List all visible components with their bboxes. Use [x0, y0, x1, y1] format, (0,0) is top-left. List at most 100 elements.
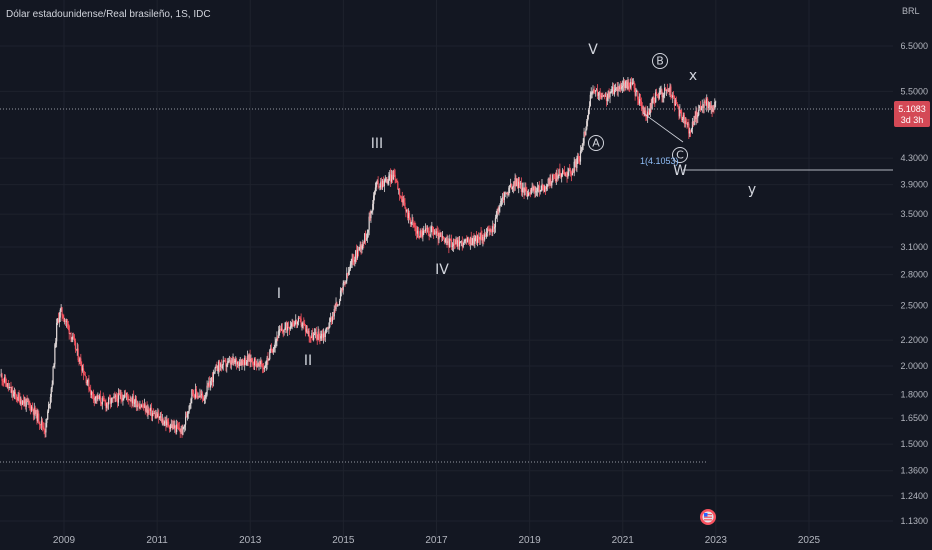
price-axis[interactable]: 6.5000 5.5000 4.3000 3.9000 3.5000 3.1000 2.80…	[900, 41, 928, 526]
candle-body	[535, 191, 537, 193]
candle-body	[390, 174, 392, 182]
wave-label-V: V	[588, 42, 598, 58]
candle-body	[50, 388, 52, 397]
candle-body	[79, 358, 81, 362]
candle-body	[6, 383, 9, 387]
candle-body	[92, 393, 94, 398]
candle-body	[262, 366, 264, 368]
candle-body	[613, 89, 616, 95]
candle-body	[589, 94, 591, 106]
candle-body	[197, 396, 199, 398]
candle-body	[695, 111, 697, 120]
candle-body	[361, 246, 363, 249]
candle-body	[53, 364, 55, 368]
candle-body	[588, 105, 591, 109]
candle-body	[346, 273, 348, 281]
candle-body	[624, 82, 626, 88]
candle-body	[122, 398, 124, 401]
candle-body	[623, 81, 625, 88]
candle-body	[262, 367, 265, 370]
candle-body	[680, 109, 682, 113]
candle-body	[349, 264, 351, 270]
candle-body	[715, 101, 717, 103]
candle-body	[440, 235, 442, 237]
candle-body	[78, 360, 80, 362]
candle-body	[26, 398, 28, 402]
candle-body	[164, 421, 166, 424]
candle-body	[444, 239, 446, 242]
candle-body	[61, 307, 63, 316]
candle-body	[638, 99, 641, 104]
candle-body	[245, 362, 248, 365]
candle-body	[12, 390, 14, 396]
price-tick-label: 1.8000	[900, 390, 928, 400]
candle-body	[388, 175, 390, 181]
candle-body	[186, 413, 188, 418]
candle-body	[493, 226, 495, 229]
candle-body	[599, 92, 601, 95]
candle-body	[417, 230, 420, 237]
price-tick-label: 1.5000	[900, 439, 928, 449]
candle-body	[131, 400, 133, 404]
candle-body	[555, 173, 557, 182]
candle-body	[664, 87, 667, 91]
candle-body	[119, 394, 121, 396]
price-tick-label: 3.1000	[900, 242, 928, 252]
price-tick-label: 2.2000	[900, 335, 928, 345]
candle-body	[339, 290, 342, 301]
candle-body	[260, 360, 262, 365]
candle-body	[406, 209, 408, 212]
candle-body	[317, 331, 319, 340]
candle-body	[180, 428, 182, 433]
candle-body	[672, 95, 674, 98]
candle-body	[272, 349, 274, 353]
candle-body	[73, 336, 75, 339]
candle-body	[603, 95, 605, 97]
candle-body	[332, 315, 334, 317]
candle-body	[629, 86, 631, 88]
candle-body	[416, 231, 418, 234]
candle-body	[291, 323, 293, 327]
candle-body	[30, 405, 32, 411]
time-axis[interactable]: 2009 2011 2013 2015 2017 2019 2021 2023 2025	[53, 535, 821, 546]
candle-body	[137, 404, 139, 407]
candle-body	[455, 240, 457, 245]
candle-body	[199, 394, 201, 398]
candle-body	[391, 175, 394, 180]
candle-body	[597, 94, 599, 96]
candle-body	[311, 332, 313, 338]
candle-body	[534, 186, 536, 192]
symbol-title[interactable]: Dólar estadounidense/Real brasileño, 1S,…	[6, 9, 211, 20]
candle-body	[157, 413, 159, 418]
candle-body	[340, 288, 343, 291]
candle-body	[521, 188, 523, 192]
candle-body	[709, 102, 711, 110]
candle-body	[476, 235, 479, 243]
wave-label-B: B	[652, 53, 668, 69]
candle-body	[210, 377, 213, 382]
candle-body	[222, 360, 224, 365]
candle-body	[572, 169, 574, 173]
candle-body	[594, 91, 596, 93]
candle-body	[32, 409, 34, 415]
candle-body	[369, 216, 371, 219]
candle-body	[257, 363, 259, 367]
candle-body	[424, 228, 427, 231]
candle-body	[390, 175, 393, 182]
candle-body	[432, 226, 434, 231]
candle-body	[68, 326, 70, 334]
candle-body	[304, 325, 307, 332]
candle-body	[705, 102, 707, 106]
us-flag-event-icon[interactable]	[700, 509, 716, 525]
svg-text:A: A	[592, 137, 600, 150]
candle-body	[459, 241, 462, 243]
candle-body	[436, 231, 438, 232]
candle-body	[563, 171, 565, 175]
candle-body	[29, 403, 31, 406]
candle-body	[281, 328, 283, 331]
candle-body	[326, 327, 328, 329]
candle-body	[441, 236, 444, 238]
current-price-value: 5.1083	[898, 104, 926, 114]
candle-body	[445, 238, 447, 240]
